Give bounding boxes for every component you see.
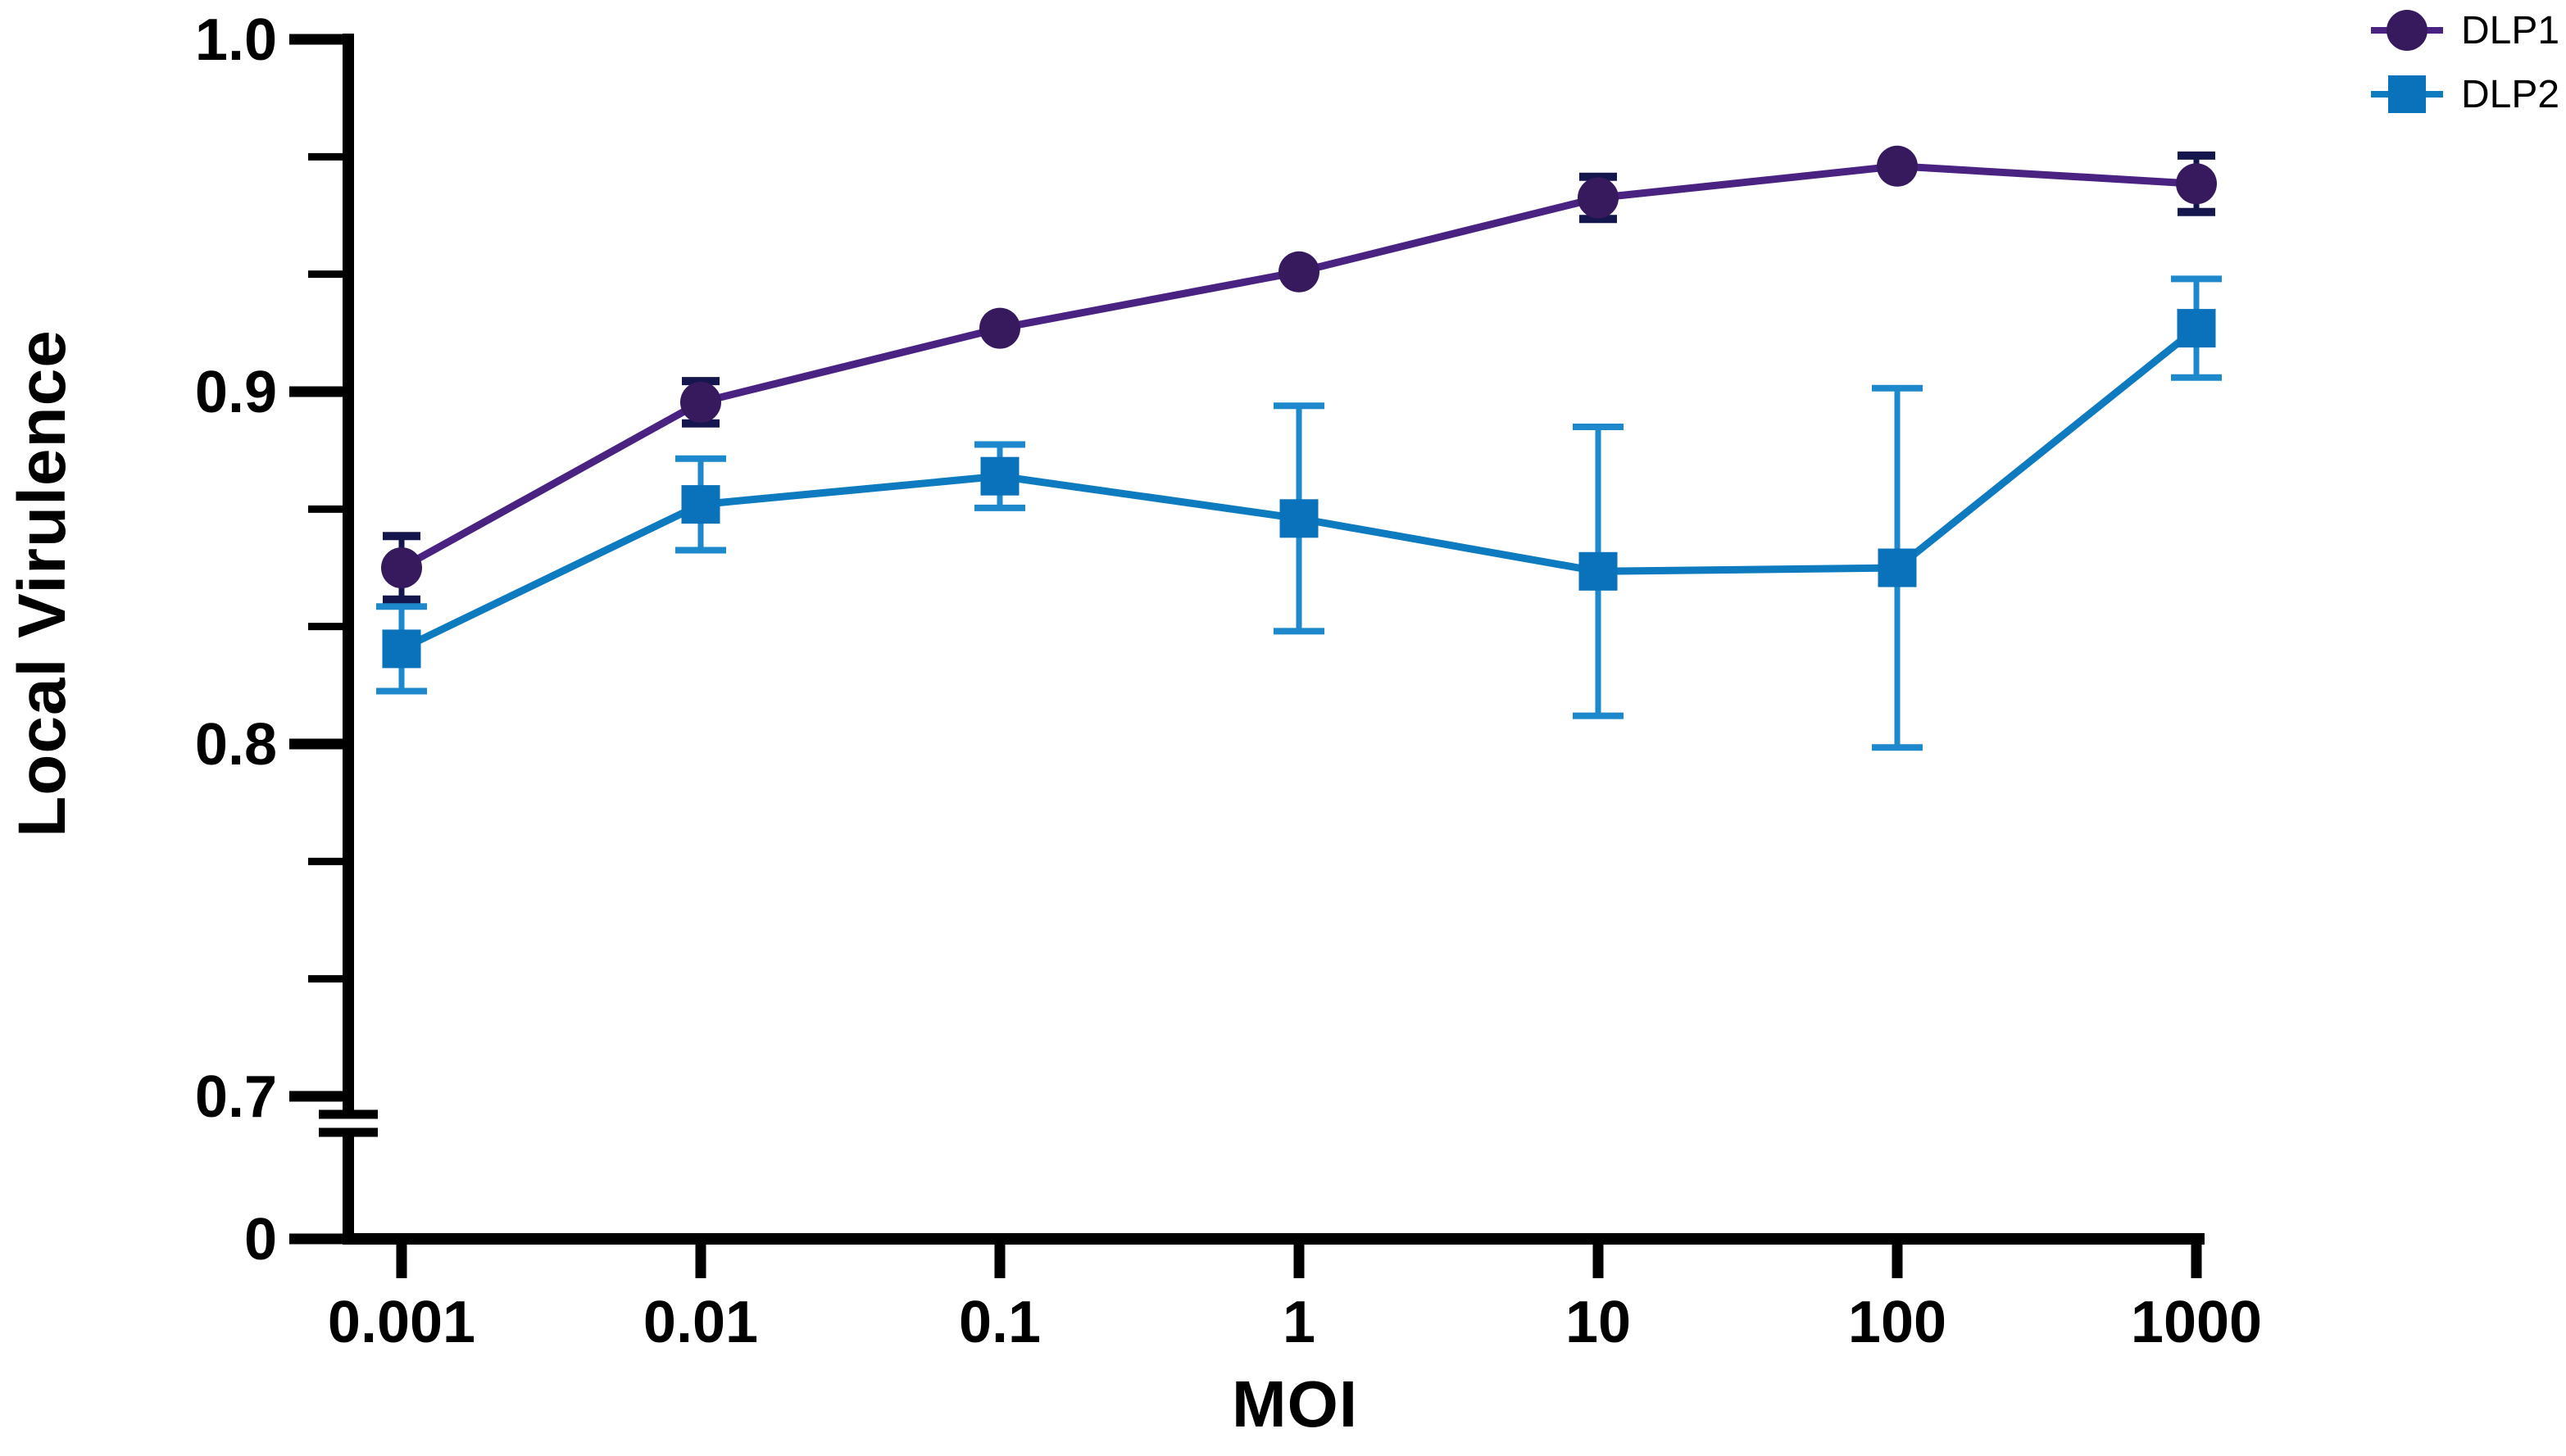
- x-tick-label: 1000: [2131, 1290, 2262, 1355]
- x-axis-title: MOI: [1231, 1368, 1359, 1440]
- y-tick-label: 0.7: [195, 1064, 277, 1130]
- dlp2-point: [2177, 309, 2216, 348]
- dlp1-point: [680, 381, 721, 423]
- dlp1-point: [2176, 163, 2217, 205]
- dlp2-point: [382, 629, 421, 669]
- dlp2-point: [1578, 551, 1618, 591]
- dlp1-legend-marker-icon: [2371, 7, 2443, 53]
- dlp1-legend-circle: [2387, 10, 2427, 51]
- y-tick-label: 0: [244, 1207, 277, 1272]
- x-tick-label: 10: [1565, 1290, 1631, 1355]
- dlp2-legend-marker-icon: [2371, 71, 2443, 117]
- dlp1-point: [1877, 145, 1918, 187]
- dlp2-point: [1878, 548, 1917, 587]
- dlp2-point: [980, 456, 1020, 496]
- y-tick-label: 1.0: [195, 7, 277, 73]
- x-tick-label: 100: [1848, 1290, 1946, 1355]
- legend: DLP1 DLP2: [2371, 5, 2559, 120]
- dlp1-point: [381, 547, 422, 588]
- y-axis-title: Local Virulence: [5, 329, 79, 837]
- legend-item-dlp2: DLP2: [2371, 69, 2559, 120]
- dlp2-legend-square: [2388, 75, 2426, 113]
- x-tick-label: 0.001: [328, 1290, 475, 1355]
- x-tick-label: 0.1: [959, 1290, 1041, 1355]
- y-tick-label: 0.8: [195, 712, 277, 778]
- dlp2-legend-label: DLP2: [2461, 72, 2560, 116]
- dlp1-point: [1278, 251, 1319, 293]
- legend-item-dlp1: DLP1: [2371, 5, 2559, 56]
- dlp2-point: [681, 485, 720, 524]
- x-tick-label: 0.01: [643, 1290, 758, 1355]
- y-tick-label: 0.9: [195, 360, 277, 425]
- dlp1-point: [1578, 177, 1619, 219]
- dlp1-legend-label: DLP1: [2461, 8, 2560, 52]
- dlp2-point: [1279, 499, 1319, 538]
- x-tick-label: 1: [1283, 1290, 1315, 1355]
- dlp1-point: [979, 307, 1020, 349]
